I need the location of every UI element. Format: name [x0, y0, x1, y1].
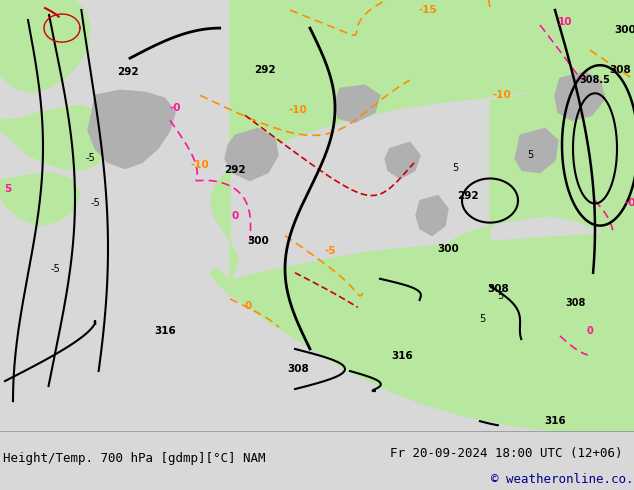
Text: 308: 308: [287, 364, 309, 374]
Polygon shape: [415, 75, 634, 326]
Polygon shape: [0, 172, 80, 225]
Text: -5: -5: [90, 197, 100, 208]
Text: 0: 0: [586, 326, 593, 336]
Text: -10: -10: [493, 90, 512, 100]
Text: 308: 308: [609, 65, 631, 75]
Text: 316: 316: [391, 351, 413, 361]
Polygon shape: [515, 128, 558, 172]
Text: -10: -10: [191, 160, 209, 171]
Text: 300: 300: [614, 25, 634, 35]
Text: 292: 292: [254, 65, 276, 75]
Text: 308.5: 308.5: [579, 75, 611, 85]
Text: 292: 292: [457, 191, 479, 200]
Text: 10: 10: [558, 17, 573, 27]
Text: 316: 316: [544, 416, 566, 426]
Polygon shape: [88, 90, 175, 169]
Text: Fr 20-09-2024 18:00 UTC (12+06): Fr 20-09-2024 18:00 UTC (12+06): [390, 447, 623, 460]
Text: 0: 0: [244, 301, 252, 311]
Text: 292: 292: [117, 67, 139, 77]
Text: -5: -5: [50, 264, 60, 274]
Text: -0: -0: [624, 197, 634, 208]
Polygon shape: [335, 85, 380, 122]
Text: -5: -5: [85, 153, 95, 164]
Text: -0: -0: [169, 103, 181, 113]
Polygon shape: [385, 143, 420, 178]
Text: -10: -10: [288, 105, 307, 115]
Text: 308: 308: [566, 298, 586, 308]
Text: 292: 292: [224, 166, 246, 175]
Polygon shape: [0, 105, 108, 171]
Polygon shape: [225, 128, 278, 180]
Polygon shape: [416, 196, 448, 236]
Text: © weatheronline.co.uk: © weatheronline.co.uk: [491, 473, 634, 486]
Text: Height/Temp. 700 hPa [gdmp][°C] NAM: Height/Temp. 700 hPa [gdmp][°C] NAM: [3, 452, 266, 465]
Polygon shape: [210, 231, 634, 431]
Polygon shape: [0, 0, 90, 92]
Text: 5: 5: [479, 314, 485, 324]
Polygon shape: [210, 0, 634, 281]
Text: 308: 308: [487, 284, 509, 294]
Text: 5: 5: [452, 164, 458, 173]
Text: 5: 5: [4, 184, 11, 194]
Polygon shape: [555, 72, 605, 121]
Text: 300: 300: [437, 244, 459, 254]
Text: 5: 5: [527, 150, 533, 160]
Text: 0: 0: [231, 211, 238, 220]
Text: -5: -5: [324, 245, 336, 256]
Text: 5: 5: [497, 291, 503, 301]
Text: -15: -15: [418, 5, 437, 15]
Text: 316: 316: [154, 326, 176, 336]
Text: 300: 300: [247, 236, 269, 245]
